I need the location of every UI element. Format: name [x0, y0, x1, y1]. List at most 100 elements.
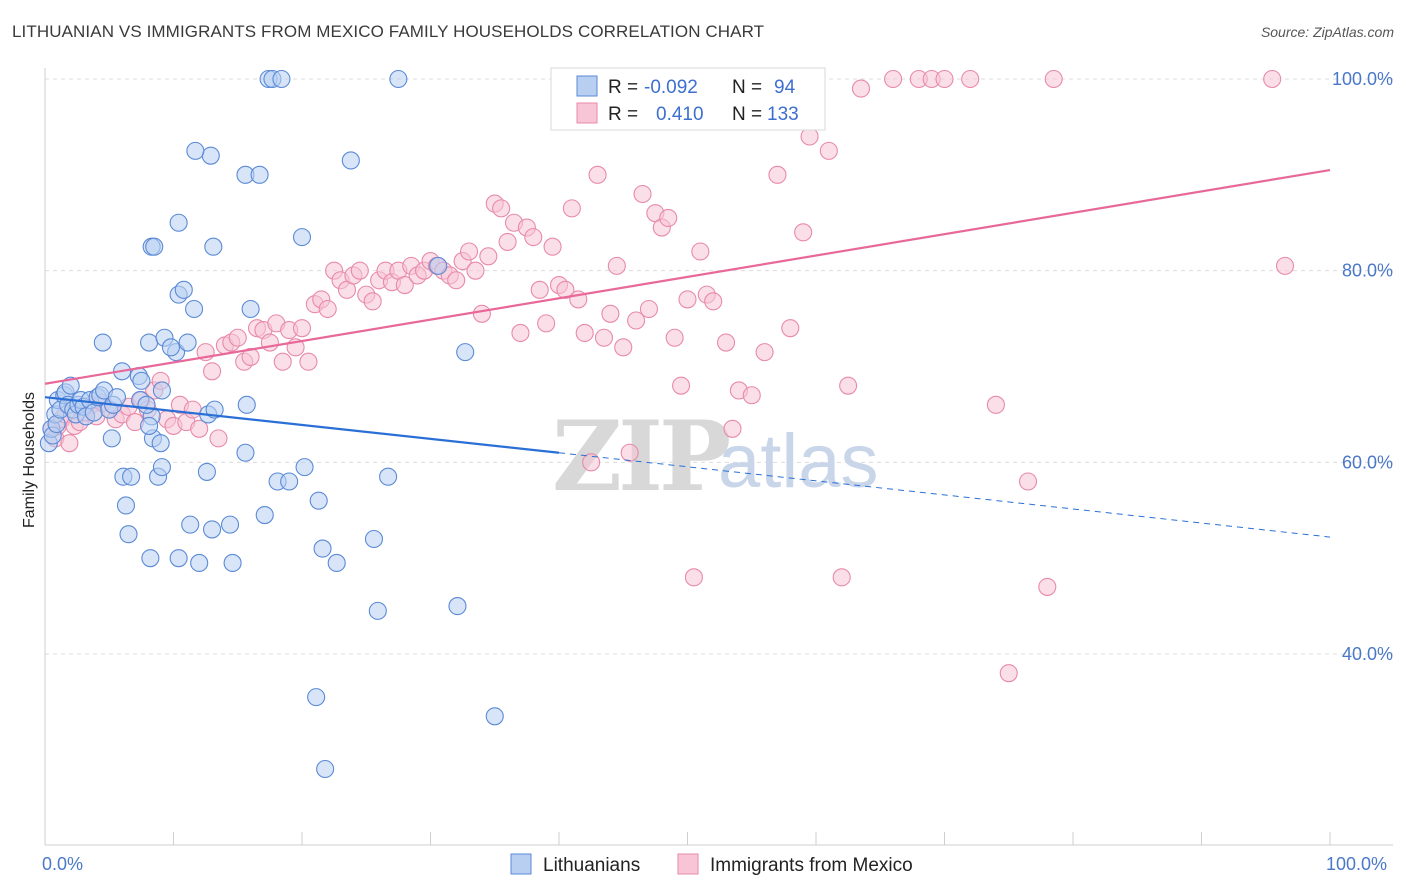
mexico-point-129 [1038, 577, 1057, 596]
lithuanian-point-10 [61, 376, 80, 395]
mexico-point-74 [498, 232, 517, 251]
lithuanian-point-51 [190, 553, 209, 573]
lithuanian-point-63 [241, 299, 260, 319]
mexico-point-39 [273, 352, 292, 371]
mexico-point-34 [241, 347, 260, 366]
mexico-point-99 [659, 208, 678, 228]
lithuanian-point-28 [132, 371, 151, 390]
mexico-point-101 [672, 376, 691, 395]
lithuanian-point-37 [185, 299, 204, 319]
mexico-point-28 [203, 362, 222, 381]
lithuanian-point-79 [429, 256, 448, 275]
mexico-point-26 [190, 419, 209, 438]
mexico-point-79 [530, 280, 549, 299]
mexico-point-89 [594, 328, 614, 347]
mexico-point-114 [794, 223, 813, 242]
mexico-point-29 [209, 429, 228, 448]
lithuanian-point-92 [151, 434, 170, 453]
watermark-atlas: atlas [718, 419, 879, 504]
mexico-point-108 [723, 419, 742, 438]
lithuanian-point-54 [116, 496, 136, 515]
mexico-point-90 [601, 304, 620, 323]
axes [44, 68, 1393, 846]
mexico-point-80 [537, 314, 556, 333]
lithuanian-point-90 [137, 395, 156, 414]
mexico-point-112 [768, 165, 787, 184]
mexico-point-86 [575, 323, 594, 343]
lithuanian-point-70 [327, 553, 346, 573]
legend-n-value-2: 133 [767, 104, 799, 125]
lithuanian-point-32 [152, 381, 171, 400]
chart-title: LITHUANIAN VS IMMIGRANTS FROM MEXICO FAM… [12, 22, 765, 41]
legend-n-value-1: 94 [774, 77, 796, 98]
series-lithuanians [39, 69, 504, 779]
lithuanian-point-86 [250, 165, 269, 184]
lithuanian-point-84 [201, 146, 220, 165]
source-label: Source: ZipAtlas.com [1260, 24, 1394, 40]
lithuanian-point-49 [181, 515, 200, 534]
mexico-point-76 [511, 323, 530, 343]
legend-n-label-2: N = [732, 104, 762, 125]
mexico-point-103 [684, 568, 703, 587]
trend-lines [44, 168, 1331, 538]
mexico-point-43 [299, 352, 318, 371]
bottom-legend: Lithuanians Immigrants from Mexico [510, 853, 913, 876]
legend-n-label-1: N = [732, 77, 762, 98]
legend-r-value-2: 0.410 [656, 104, 704, 125]
lithuanian-point-46 [203, 520, 222, 539]
mexico-point-119 [839, 376, 858, 395]
mexico-point-37 [260, 333, 279, 352]
mexico-point-100 [665, 328, 684, 347]
lithuanian-point-36 [174, 280, 193, 299]
lithuanian-point-91 [140, 416, 159, 435]
mexico-point-124 [935, 69, 954, 89]
series-immigrants-from-mexico [42, 69, 1295, 683]
mexico-point-69 [466, 261, 485, 280]
mexico-point-131 [1263, 69, 1282, 89]
y-tick-labels: 40.0% 60.0% 80.0% 100.0% [1332, 69, 1393, 664]
mexico-point-110 [742, 386, 761, 405]
lithuanian-point-93 [102, 429, 121, 448]
lithuanian-point-75 [307, 688, 326, 707]
lithuanian-point-52 [141, 549, 160, 568]
mexico-point-94 [627, 311, 646, 330]
legend-r-label-2: R = [608, 104, 638, 125]
lithuanian-point-39 [145, 237, 164, 256]
mexico-point-51 [350, 261, 369, 280]
lithuanian-point-78 [456, 343, 475, 362]
mexico-point-46 [318, 299, 337, 319]
mexico-point-91 [607, 256, 626, 275]
mexico-point-84 [562, 199, 581, 218]
bottom-legend-swatch-lithuanians [510, 853, 532, 875]
lithuanian-point-47 [220, 515, 240, 534]
mexico-point-96 [639, 299, 659, 319]
lithuanian-point-24 [107, 388, 127, 407]
lithuanian-point-69 [313, 539, 332, 558]
mexico-point-71 [479, 247, 498, 266]
lithuanian-point-41 [169, 213, 188, 232]
legend-swatch-mexico [576, 102, 598, 124]
mexico-point-73 [492, 199, 511, 218]
mexico-point-120 [851, 79, 871, 98]
mexico-point-104 [691, 242, 710, 261]
x-ticks [44, 832, 1331, 845]
mexico-point-81 [543, 237, 562, 256]
trend-line-lithuanians [44, 396, 560, 454]
mexico-point-88 [588, 165, 607, 184]
mexico-point-113 [781, 319, 800, 338]
mexico-point-93 [620, 443, 639, 462]
mexico-point-32 [228, 328, 247, 347]
y-axis-title: Family Households [21, 392, 38, 528]
x-tick-label-min: 0.0% [42, 854, 83, 874]
mexico-point-5 [60, 434, 79, 453]
legend-r-value-1: -0.092 [644, 77, 698, 98]
mexico-point-121 [884, 69, 903, 89]
lithuanian-point-83 [389, 69, 408, 89]
mexico-point-53 [363, 292, 382, 311]
lithuanian-point-87 [292, 228, 312, 247]
mexico-point-102 [678, 290, 697, 309]
mexico-point-66 [447, 271, 466, 290]
lithuanian-point-59 [152, 458, 171, 477]
mexico-point-78 [524, 228, 543, 247]
